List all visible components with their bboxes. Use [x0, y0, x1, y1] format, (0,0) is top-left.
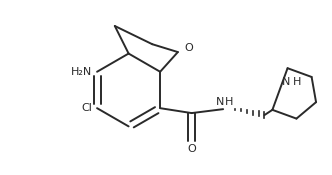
- Text: Cl: Cl: [81, 103, 92, 113]
- Text: N: N: [216, 97, 224, 107]
- Text: H₂N: H₂N: [71, 67, 92, 77]
- Text: O: O: [185, 43, 194, 53]
- Text: H: H: [225, 97, 233, 107]
- Text: N: N: [282, 77, 290, 87]
- Text: O: O: [187, 144, 196, 153]
- Text: H: H: [292, 77, 301, 87]
